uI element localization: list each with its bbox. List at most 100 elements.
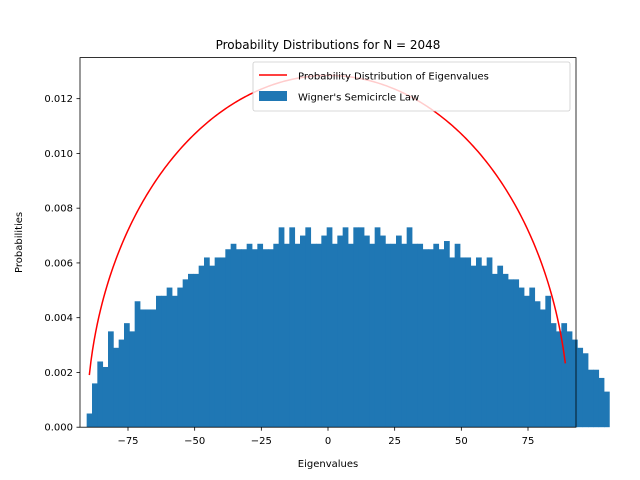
histogram-bar [422,249,429,428]
histogram-bar [262,249,269,428]
histogram-bar [353,227,360,428]
y-tick-label: 0.002 [44,368,73,379]
histogram-bar [572,339,578,428]
legend-bar-swatch [259,91,287,101]
histogram-bar [348,243,354,428]
histogram-bar [198,265,205,428]
histogram-bar [193,273,200,428]
histogram-bar [470,265,477,428]
histogram-bar [449,257,456,428]
histogram-bar [188,273,194,428]
histogram-bar [92,383,98,428]
histogram-bar [246,243,253,428]
x-tick-label: 0 [325,436,331,447]
y-tick-label: 0.006 [44,258,73,269]
histogram-bar [561,323,568,428]
histogram-bar [177,287,184,428]
histogram-bar [513,279,520,428]
legend-line-label: Probability Distribution of Eigenvalues [298,72,489,83]
x-tick-label: 25 [388,436,401,447]
histogram-bar [529,287,536,428]
histogram-bar [476,257,482,428]
histogram-bar [598,377,605,428]
histogram-bar [502,273,509,428]
histogram-bar [524,295,530,428]
histogram-bar [284,243,290,428]
histogram-bar [604,391,610,428]
histogram-bar [161,295,168,428]
histogram-bar [444,241,450,428]
x-tick-label: −75 [117,436,138,447]
histogram-bar [172,295,178,428]
histogram-bar [204,257,210,428]
y-tick-label: 0.004 [44,313,73,324]
histogram-bar [214,257,221,428]
histogram-bar [305,227,312,428]
histogram-bar [108,331,114,428]
histogram-bar [156,295,162,428]
histogram-bar [337,235,344,428]
histogram-bar [465,257,472,428]
histogram-bar [401,243,408,428]
histogram-bar [417,243,424,428]
histogram-bar [257,243,264,428]
histogram-bar [145,309,152,428]
histogram-bar [225,249,232,428]
histogram-bar [129,331,136,428]
histogram-bar [497,265,504,428]
histogram-bar [326,227,333,428]
histogram-bar [385,243,392,428]
x-tick-label: −50 [184,436,205,447]
legend: Probability Distribution of Eigenvalues … [252,61,571,112]
histogram-bar [406,227,413,428]
histogram-bar [300,235,306,428]
histogram-bar [294,243,301,428]
histogram-bar [182,279,189,428]
histogram-bar [390,243,397,428]
y-tick-label: 0.000 [44,423,73,434]
histogram-bar [481,265,488,428]
histogram-bar [124,323,130,428]
histogram-bar [582,353,589,428]
x-tick-label: 50 [455,436,468,447]
histogram-bar [545,295,552,428]
histogram-bar [508,279,514,428]
x-axis-ticks: −75 −50 −25 0 25 50 75 [117,427,534,447]
legend-bar-label: Wigner's Semicircle Law [298,93,419,104]
histogram-bar [566,331,573,428]
histogram-bar [358,227,365,428]
histogram-bar [396,235,402,428]
histogram-bar [321,235,328,428]
y-axis-label: Probabilities [14,212,25,273]
histogram-bars [86,227,610,428]
histogram-bar [289,227,296,428]
chart-title: Probability Distributions for N = 2048 [216,38,441,52]
histogram-bar [518,287,525,428]
histogram-bar [577,347,584,428]
histogram-bar [113,347,120,428]
histogram-bar [433,243,440,428]
histogram-bar [134,301,141,428]
histogram-bar [236,249,242,428]
histogram-bar [492,273,498,428]
histogram-bar [364,235,370,428]
histogram-bar [593,369,600,428]
histogram-bar [438,249,445,428]
y-axis-ticks: 0.000 0.002 0.004 0.006 0.008 0.010 0.012 [44,94,80,434]
histogram-bar [460,257,466,428]
histogram-bar [118,339,125,428]
histogram-bar [241,249,248,428]
histogram-bar [550,323,557,428]
histogram-bar [332,243,338,428]
histogram-bar [412,243,418,428]
histogram-bar [369,243,376,428]
histogram-bar [380,235,386,428]
histogram-bar [540,309,546,428]
x-axis-label: Eigenvalues [298,459,358,470]
histogram-bar [316,243,322,428]
histogram-bar [278,227,285,428]
histogram-bar [97,361,104,428]
histogram-bar [86,413,93,428]
histogram-bar [166,287,173,428]
